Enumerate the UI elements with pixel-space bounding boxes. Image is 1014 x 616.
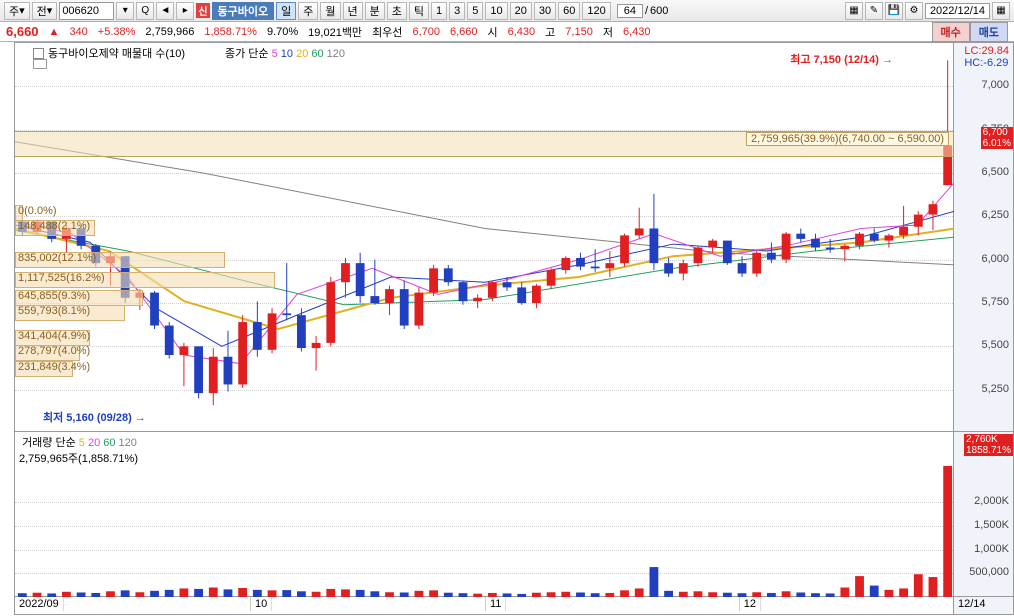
tf-num-20[interactable]: 20	[510, 2, 532, 20]
time-label: 12	[739, 597, 761, 611]
tf-num-10[interactable]: 10	[485, 2, 507, 20]
time-label: 2022/09	[15, 597, 64, 611]
tf-num-5[interactable]: 5	[467, 2, 483, 20]
tf-num-3[interactable]: 3	[449, 2, 465, 20]
time-axis: 2022/09 10 11 12	[14, 597, 954, 615]
toolbar: 주 ▾ 전 ▾ ▾ Q ◄ ▸ 신 동구바이오 일 주 월 년 분 초 틱 13…	[0, 0, 1014, 22]
open-price: 6,430	[508, 26, 536, 38]
dropdown-icon[interactable]: ▾	[116, 2, 134, 20]
shin-badge: 신	[196, 3, 209, 18]
candlesticks	[15, 43, 955, 433]
volume-profile-band: 645,855(9.3%)	[15, 290, 143, 306]
volume-profile-band: 835,002(12.1%)	[15, 252, 225, 268]
volume-profile-band: 1,117,525(16.2%)	[15, 272, 275, 288]
volume: 2,759,966	[145, 26, 194, 38]
tf-num-1[interactable]: 1	[431, 2, 447, 20]
tf-num-120[interactable]: 120	[582, 2, 610, 20]
lc-hc-label: LC:29.84 HC:-6.29	[964, 45, 1009, 69]
volume-profile-band: 0(0.0%)	[15, 205, 23, 221]
low-price: 6,430	[623, 26, 651, 38]
volume-profile-band: 341,404(4.9%)	[15, 330, 90, 346]
tf-num-30[interactable]: 30	[534, 2, 556, 20]
amount: 19,021백만	[308, 24, 362, 40]
chart-container: 동구바이오제약 매물대 수(10) 종가 단순 5 10 20 60 120 최…	[0, 42, 1014, 616]
price-marker: 6,700 6.01%	[981, 127, 1013, 149]
price-y-axis: LC:29.84 HC:-6.29 5,2505,5005,7506,0006,…	[954, 42, 1014, 432]
current-price: 6,660	[6, 24, 39, 39]
high-label: 고	[545, 24, 555, 40]
calendar-icon[interactable]: ▦	[992, 2, 1010, 20]
chart-icon[interactable]: ▸	[176, 2, 194, 20]
tool-icon-1[interactable]: ▦	[845, 2, 863, 20]
tf-month[interactable]: 월	[320, 2, 340, 20]
high-price: 7,150	[565, 26, 593, 38]
volume-bars	[15, 432, 955, 597]
tf-min[interactable]: 분	[365, 2, 385, 20]
tf-sec[interactable]: 초	[387, 2, 407, 20]
price-chart[interactable]: 동구바이오제약 매물대 수(10) 종가 단순 5 10 20 60 120 최…	[14, 42, 954, 432]
price-pct: +5.38%	[98, 26, 136, 38]
volume-legend: 거래량 단순 5 20 60 120 2,759,965주(1,858.71%)	[19, 434, 138, 466]
stock-code-input[interactable]	[59, 2, 114, 20]
legend-checkbox[interactable]	[33, 48, 44, 59]
dropdown-prev[interactable]: 전 ▾	[32, 2, 58, 20]
price-legend: 동구바이오제약 매물대 수(10)	[33, 45, 185, 61]
tf-year[interactable]: 년	[343, 2, 363, 20]
save-icon[interactable]: 💾	[885, 2, 903, 20]
ma-legend: 종가 단순 5 10 20 60 120	[225, 45, 345, 61]
volume-profile-band: 148,488(2.1%)	[15, 220, 95, 236]
tool-icon-2[interactable]: ✎	[865, 2, 883, 20]
ask-price: 6,700	[412, 26, 440, 38]
tf-tick[interactable]: 틱	[409, 2, 429, 20]
tf-num-60[interactable]: 60	[558, 2, 580, 20]
time-label: 10	[250, 597, 272, 611]
low-annotation: 최저 5,160 (09/28) →	[43, 409, 146, 425]
sell-button[interactable]: 매도	[970, 22, 1008, 42]
date-display[interactable]: 2022/12/14	[925, 3, 990, 19]
arrow-icon: ▲	[49, 26, 60, 38]
ratio: 9.70%	[267, 26, 298, 38]
tf-day[interactable]: 일	[276, 2, 296, 20]
mini-chart-icon[interactable]	[33, 59, 47, 69]
volume-chart[interactable]: 거래량 단순 5 20 60 120 2,759,965주(1,858.71%)	[14, 432, 954, 597]
bid-price: 6,660	[450, 26, 478, 38]
time-axis-right: 12/14	[954, 597, 1014, 615]
high-annotation: 최고 7,150 (12/14) →	[790, 51, 893, 67]
settings-icon[interactable]: ⚙	[905, 2, 923, 20]
dropdown-market[interactable]: 주 ▾	[4, 2, 30, 20]
volume-profile-band: 559,793(8.1%)	[15, 305, 125, 321]
open-label: 시	[488, 24, 498, 40]
best-label: 최우선	[372, 24, 402, 40]
low-label: 저	[603, 24, 613, 40]
volume-marker: 2,760K 1858.71%	[964, 434, 1013, 456]
tf-week[interactable]: 주	[298, 2, 318, 20]
time-label: 11	[485, 597, 506, 611]
search-icon[interactable]: Q	[136, 2, 154, 20]
volume-profile-band: 278,797(4.0%)	[15, 345, 80, 361]
volume-y-axis: 500,0001,000K1,500K2,000K 2,760K 1858.71…	[954, 432, 1014, 597]
volume-profile-band: 231,849(3.4%)	[15, 361, 73, 377]
bar-count: 64/600	[617, 4, 669, 18]
info-bar: 6,660 ▲ 340 +5.38% 2,759,966 1,858.71% 9…	[0, 22, 1014, 42]
price-change: 340	[69, 26, 87, 38]
volume-profile-main-label: 2,759,965(39.9%)(6,740.00 ~ 6,590.00)	[746, 132, 949, 146]
sound-icon[interactable]: ◄	[156, 2, 174, 20]
volume-pct: 1,858.71%	[204, 26, 257, 38]
stock-name: 동구바이오	[212, 2, 275, 20]
volume-profile-main: 2,759,965(39.9%)(6,740.00 ~ 6,590.00)	[15, 131, 953, 157]
buy-button[interactable]: 매수	[932, 22, 970, 42]
